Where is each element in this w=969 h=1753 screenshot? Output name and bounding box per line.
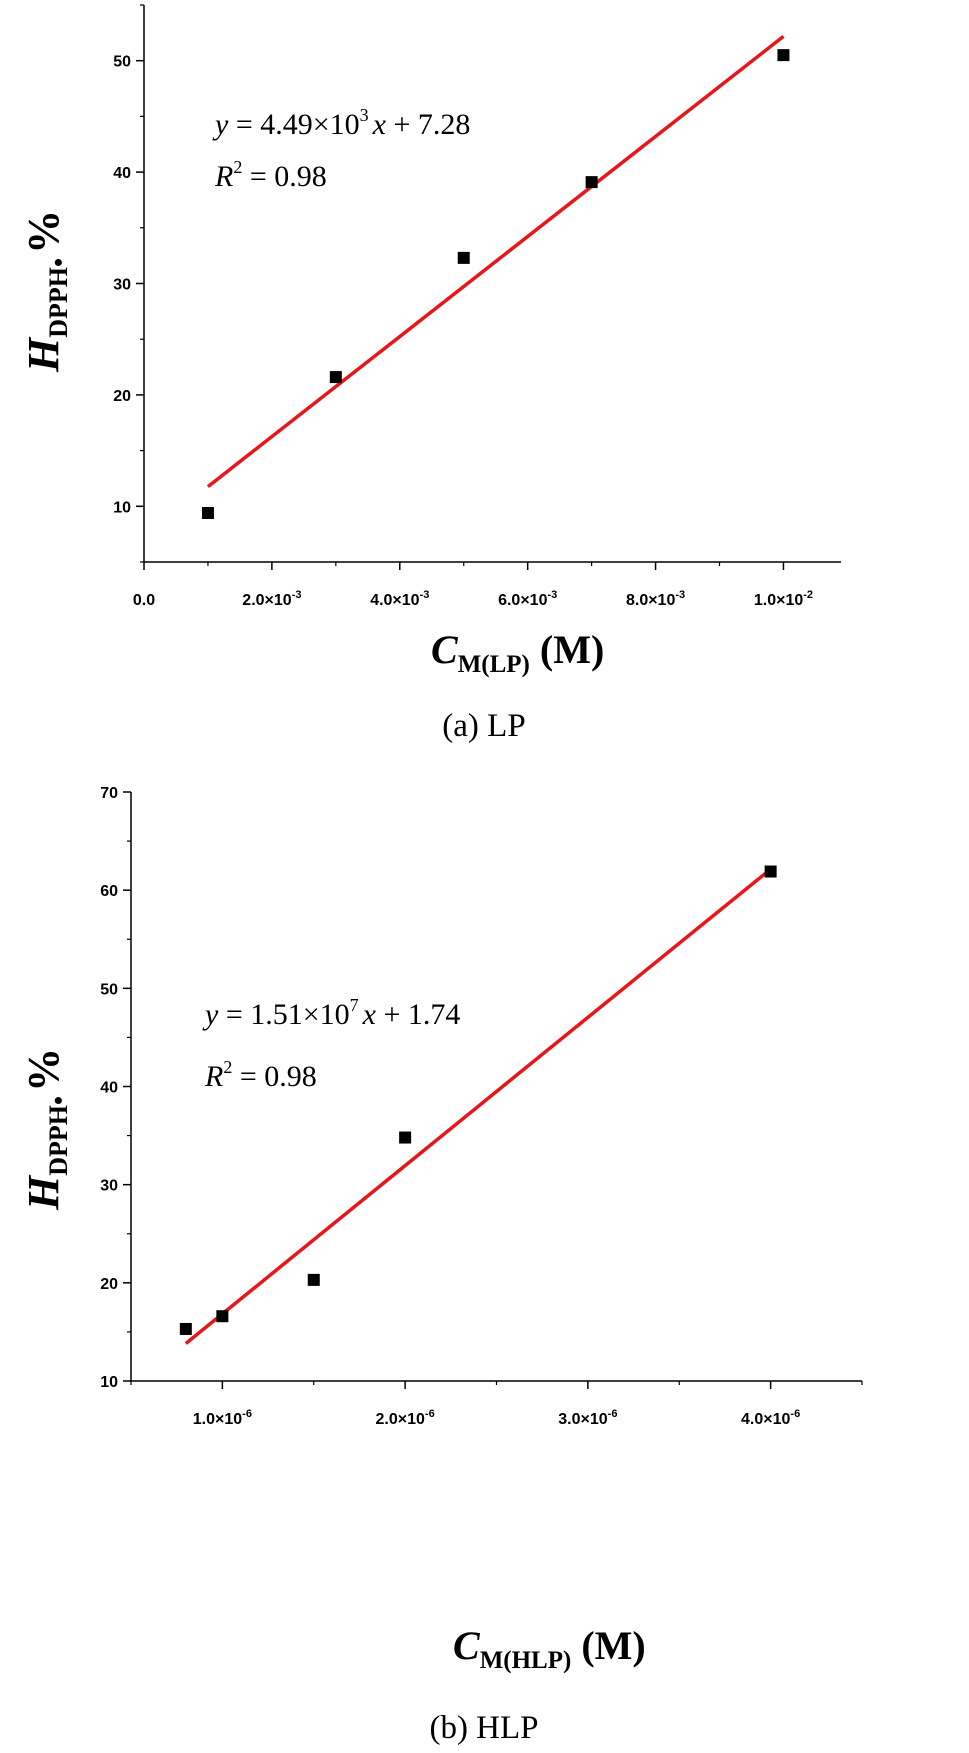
axis-ticks-a	[136, 4, 785, 570]
x-tick-label: 8.0×10-3	[626, 589, 685, 609]
x-tick-label: 6.0×10-3	[498, 589, 557, 609]
data-point	[307, 1273, 320, 1286]
y-tick-label: 60	[100, 883, 118, 900]
x-tick-label: 1.0×10-2	[754, 589, 813, 609]
y-tick-label: 30	[113, 277, 131, 294]
fit-line-a	[206, 35, 785, 488]
y-tick-label: 10	[113, 499, 131, 516]
y-tick-label: 70	[100, 785, 118, 802]
data-point	[585, 176, 598, 189]
x-axis-title-b: CM(HLP) (M)	[453, 1623, 646, 1674]
data-point	[457, 251, 470, 264]
x-tick-label: 2.0×10-3	[242, 589, 301, 609]
y-tick-label: 20	[113, 388, 131, 405]
x-tick-label: 4.0×10-3	[370, 589, 429, 609]
y-tick-label: 40	[113, 165, 131, 182]
panel-caption-b: (b) HLP	[429, 1710, 538, 1746]
x-tick-label: 4.0×10-6	[741, 1408, 800, 1428]
fit-line	[206, 35, 785, 488]
data-point	[179, 1322, 192, 1335]
r-squared-b: R2 = 0.98	[204, 1057, 317, 1093]
y-axis-title-a: HDPPH•%	[19, 210, 73, 373]
y-tick-label: 50	[100, 981, 118, 998]
x-axis-title-a: CM(LP) (M)	[431, 627, 604, 678]
data-point	[329, 371, 342, 384]
data-point	[201, 506, 214, 519]
data-points-b	[179, 865, 777, 1335]
y-axis-title-b: HDPPH•%	[19, 1048, 73, 1211]
panel-caption-a: (a) LP	[442, 708, 525, 744]
plot-frame-a	[143, 5, 841, 563]
data-point	[216, 1310, 229, 1323]
data-point	[399, 1131, 412, 1144]
x-tick-label: 1.0×10-6	[193, 1408, 252, 1428]
equation-a: y = 4.49×103 x + 7.28	[212, 105, 470, 141]
y-tick-label: 50	[113, 54, 131, 71]
chart-panel-b: 10 20 30 40 50 60 70 1.0×10-6 2.0×10-6 3.0×10-6 4.…	[19, 785, 863, 1746]
x-tick-label: 0.0	[133, 592, 155, 609]
tick-labels-b: 10 20 30 40 50 60 70 1.0×10-6 2.0×10-6 3.0×10-6 4.…	[100, 785, 800, 1428]
x-tick-label: 3.0×10-6	[558, 1408, 617, 1428]
data-points-a	[201, 49, 790, 519]
data-point	[777, 49, 790, 62]
chart-panel-a: 10 20 30 40 50 0.0 2.0×10-3 4.0×10-3 6.0×10-3 8.0…	[19, 4, 841, 744]
fit-line-b	[184, 867, 772, 1345]
r-squared-a: R2 = 0.98	[214, 157, 327, 193]
data-point	[764, 865, 777, 878]
y-tick-label: 40	[100, 1080, 118, 1097]
axis-ticks-b	[123, 791, 863, 1389]
y-tick-label: 10	[100, 1374, 118, 1391]
tick-labels-a: 10 20 30 40 50 0.0 2.0×10-3 4.0×10-3 6.0×10-3 8.0…	[113, 54, 813, 609]
x-tick-label: 2.0×10-6	[376, 1408, 435, 1428]
fit-line	[184, 867, 772, 1345]
y-tick-label: 30	[100, 1178, 118, 1195]
equation-b: y = 1.51×107 x + 1.74	[202, 995, 460, 1031]
y-tick-label: 20	[100, 1276, 118, 1293]
